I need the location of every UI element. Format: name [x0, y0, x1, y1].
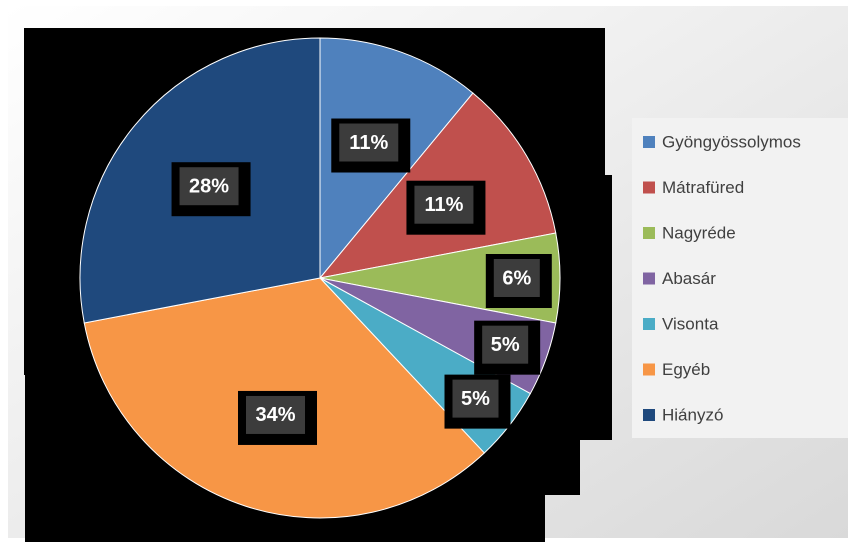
- legend-swatch: [643, 227, 655, 239]
- legend-label: Gyöngyössolymos: [662, 132, 801, 151]
- legend-swatch: [643, 363, 655, 376]
- legend-label: Abasár: [662, 269, 716, 288]
- data-label: 11%: [349, 132, 388, 154]
- legend-swatch: [643, 318, 655, 330]
- data-label: 5%: [491, 334, 520, 356]
- data-label-box: [246, 395, 306, 434]
- legend-label: Hiányzó: [662, 405, 723, 424]
- data-label: 5%: [461, 388, 490, 410]
- data-label-box: [452, 379, 499, 418]
- legend-swatch: [643, 272, 655, 285]
- data-label: 28%: [189, 175, 229, 197]
- data-label-box: [493, 259, 540, 297]
- data-label-box: [339, 123, 399, 162]
- legend-label: Egyéb: [662, 360, 710, 379]
- data-label: 11%: [424, 194, 463, 216]
- legend-swatch: [643, 181, 655, 194]
- data-label-box: [482, 325, 529, 364]
- data-label: 6%: [502, 267, 531, 289]
- legend-box: [632, 118, 848, 438]
- data-label-box: [179, 167, 239, 206]
- legend-label: Visonta: [662, 314, 719, 333]
- data-label-box: [414, 185, 474, 224]
- legend-swatch: [643, 136, 655, 148]
- legend-swatch: [643, 409, 655, 421]
- legend-label: Nagyréde: [662, 223, 736, 242]
- data-label: 34%: [255, 404, 295, 426]
- legend-label: Mátrafüred: [662, 178, 744, 197]
